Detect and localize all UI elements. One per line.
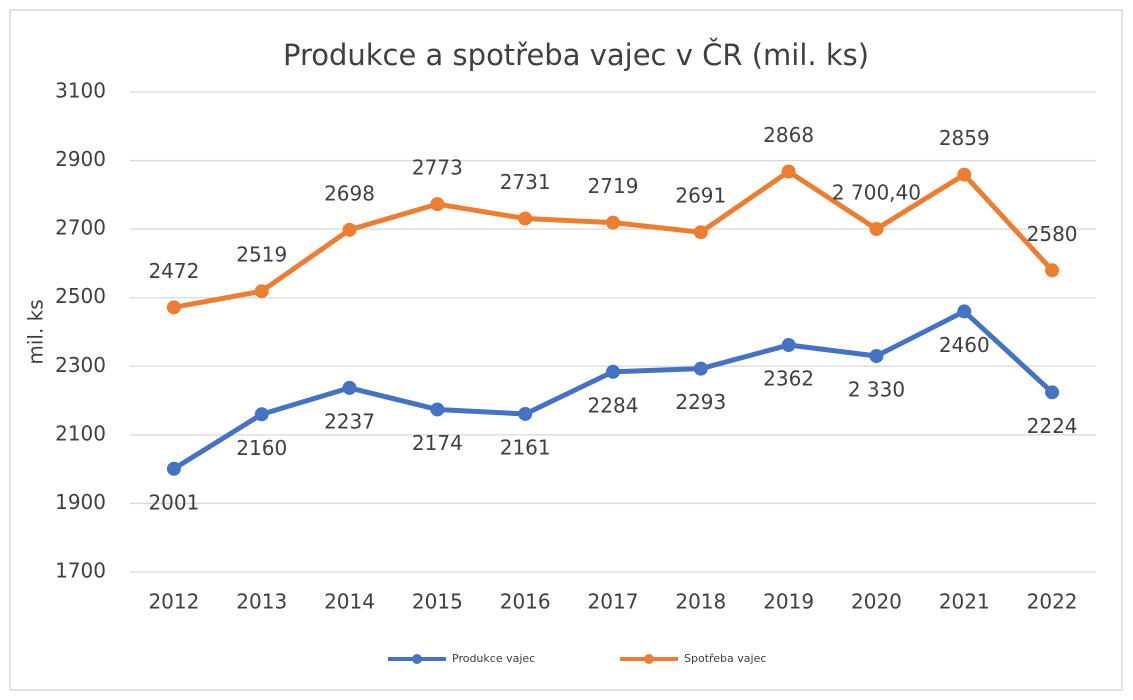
y-tick-label: 3100: [55, 79, 106, 103]
chart-title: Produkce a spotřeba vajec v ČR (mil. ks): [283, 38, 869, 72]
data-label: 2698: [324, 181, 375, 205]
legend-marker: [644, 654, 654, 664]
y-tick-label: 2500: [55, 284, 106, 308]
data-label: 2 330: [848, 378, 905, 402]
x-tick-label: 2015: [412, 590, 463, 614]
data-point: [606, 215, 620, 230]
x-tick-label: 2017: [588, 590, 639, 614]
data-point: [869, 222, 884, 237]
data-label: 2293: [675, 390, 726, 414]
data-point: [430, 197, 445, 212]
data-label: 2472: [148, 259, 199, 283]
data-point: [342, 380, 357, 395]
y-tick-label: 2700: [55, 216, 106, 240]
data-point: [254, 407, 269, 422]
x-tick-label: 2012: [148, 590, 199, 614]
data-point: [518, 406, 533, 421]
data-point: [166, 300, 181, 315]
legend-label: Produkce vajec: [452, 652, 535, 665]
data-point: [957, 167, 972, 182]
legend-marker: [412, 654, 422, 664]
data-label: 2519: [236, 243, 287, 267]
y-tick-label: 1900: [55, 490, 106, 514]
data-label: 2580: [1027, 222, 1078, 246]
x-tick-label: 2021: [939, 590, 990, 614]
y-tick-label: 2100: [55, 421, 106, 445]
data-label: 2719: [588, 174, 639, 198]
data-label: 2362: [763, 367, 814, 391]
y-tick-label: 2300: [55, 353, 106, 377]
data-point: [781, 164, 796, 179]
data-point: [430, 402, 445, 417]
data-label: 2174: [412, 431, 463, 455]
data-point: [693, 361, 708, 376]
data-point: [781, 338, 796, 353]
data-label: 2460: [939, 333, 990, 357]
y-tick-label: 1700: [55, 559, 106, 583]
data-point: [869, 349, 884, 363]
chart-frame: [9, 9, 1123, 691]
data-point: [254, 284, 269, 299]
data-point: [957, 304, 972, 319]
x-tick-label: 2013: [236, 590, 287, 614]
x-tick-label: 2018: [675, 590, 726, 614]
x-tick-label: 2016: [500, 590, 551, 614]
data-point: [693, 225, 708, 240]
data-label: 2 700,40: [832, 181, 921, 205]
legend-label: Spotřeba vajec: [684, 652, 766, 665]
data-label: 2284: [588, 393, 639, 417]
data-label: 2691: [675, 184, 726, 208]
data-point: [166, 461, 181, 476]
data-label: 2224: [1027, 414, 1078, 438]
data-label: 2237: [324, 409, 375, 433]
data-point: [518, 211, 533, 226]
data-label: 2859: [939, 126, 990, 150]
data-point: [1045, 263, 1060, 278]
data-label: 2001: [148, 490, 199, 514]
x-tick-label: 2019: [763, 590, 814, 614]
data-point: [342, 222, 357, 237]
y-axis-label: mil. ks: [24, 299, 48, 364]
data-point: [1045, 385, 1060, 400]
data-label: 2868: [763, 123, 814, 147]
data-label: 2773: [412, 156, 463, 180]
data-label: 2160: [236, 436, 287, 460]
data-label: 2161: [500, 435, 551, 459]
x-tick-label: 2022: [1027, 590, 1078, 614]
x-tick-label: 2014: [324, 590, 375, 614]
y-tick-label: 2900: [55, 147, 106, 171]
data-point: [606, 364, 620, 379]
x-tick-label: 2020: [851, 590, 902, 614]
data-label: 2731: [500, 170, 551, 194]
